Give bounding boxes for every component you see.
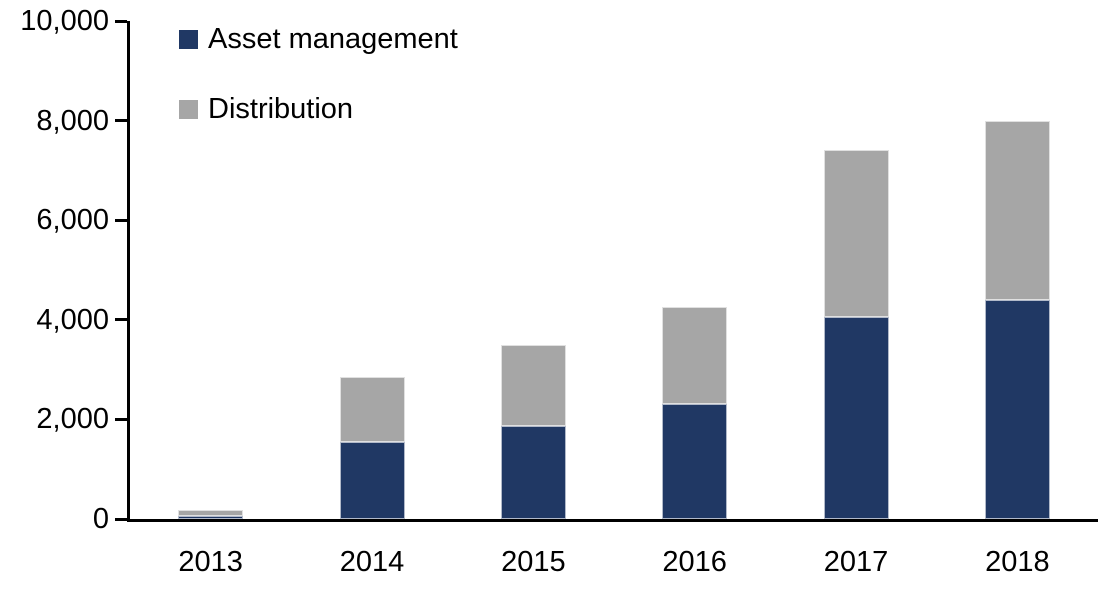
bar-segment-2017-distribution: [823, 150, 889, 318]
bar-segment-2018-distribution: [984, 120, 1050, 300]
asset-management-swatch-icon: [179, 29, 198, 49]
x-axis-line: [127, 519, 1098, 522]
x-axis-tick-labels: 2013 2014 2015 2016 2017 2018: [0, 544, 1102, 580]
y-axis-tick: [115, 19, 127, 23]
legend-item-distribution: Distribution: [179, 94, 353, 124]
y-axis-tick: [115, 218, 127, 222]
y-axis-tick: [115, 318, 127, 322]
bar-segment-2016-asset-management: [662, 404, 728, 519]
bar-2014: [339, 377, 405, 519]
y-axis-tick-label: 2,000: [36, 403, 109, 436]
y-axis-tick-label: 8,000: [36, 104, 109, 137]
y-axis-line: [127, 21, 130, 522]
x-axis-tick-label: 2017: [823, 546, 889, 578]
legend-label-asset-management: Asset management: [208, 23, 458, 55]
bar-2017: [823, 150, 889, 519]
bar-segment-2017-asset-management: [823, 317, 889, 519]
plot-area: [130, 21, 1098, 519]
legend-item-asset-management: Asset management: [179, 24, 458, 54]
y-axis-tick: [115, 417, 127, 421]
bar-segment-2013-distribution: [178, 509, 244, 516]
distribution-swatch-icon: [179, 99, 198, 119]
x-axis-tick-label: 2016: [662, 546, 727, 578]
x-axis-tick-label: 2014: [339, 546, 405, 578]
bar-segment-2014-asset-management: [339, 441, 405, 519]
bar-segment-2013-asset-management: [178, 515, 244, 519]
bar-segment-2016-distribution: [662, 307, 728, 405]
bar-2018: [984, 120, 1050, 519]
bar-2015: [500, 344, 566, 519]
bar-segment-2018-asset-management: [984, 299, 1050, 519]
y-axis-tick-label: 4,000: [36, 303, 109, 336]
y-axis-tick-label: 6,000: [36, 204, 109, 237]
x-axis-tick-label: 2015: [501, 546, 566, 578]
bar-2013: [178, 509, 244, 519]
y-axis-tick-labels: 0 2,000 4,000 6,000 8,000 10,000: [0, 0, 109, 594]
y-axis-tick: [115, 517, 127, 521]
bar-segment-2014-distribution: [339, 377, 405, 442]
y-axis-tick-label: 10,000: [20, 5, 109, 37]
bar-2016: [662, 307, 728, 519]
bar-segment-2015-asset-management: [500, 425, 566, 519]
x-axis-tick-label: 2018: [985, 546, 1050, 578]
y-axis-tick: [115, 119, 127, 123]
x-axis-tick-label: 2013: [178, 546, 243, 578]
bar-segment-2015-distribution: [500, 344, 566, 426]
legend-label-distribution: Distribution: [208, 93, 354, 125]
y-axis-tick-label: 0: [92, 503, 109, 535]
